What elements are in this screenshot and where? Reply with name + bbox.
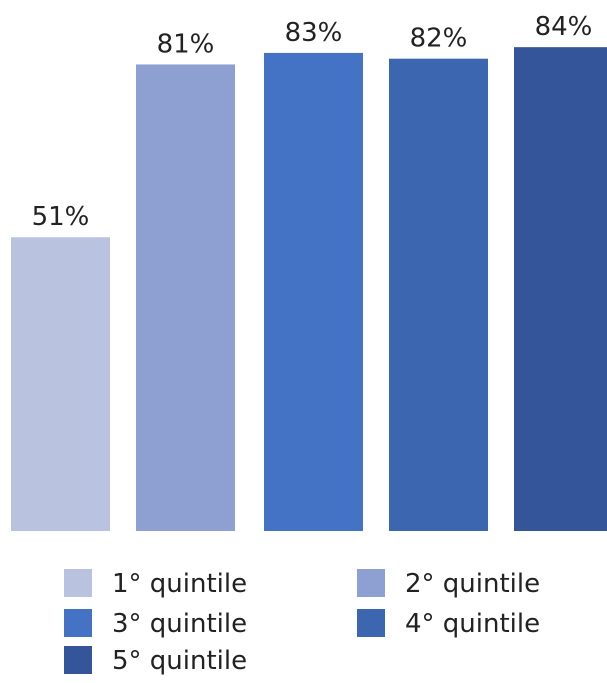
data-label-quintile-3: 83%: [285, 18, 343, 48]
legend-swatch-quintile-2: [357, 569, 385, 597]
data-label-quintile-2: 81%: [157, 29, 215, 59]
legend-swatch-quintile-1: [64, 569, 92, 597]
bar-quintile-5: [514, 47, 607, 531]
legend-item-quintile-3: 3° quintile: [64, 609, 247, 639]
legend-swatch-quintile-3: [64, 609, 92, 637]
legend-item-quintile-2: 2° quintile: [357, 569, 540, 599]
legend-item-quintile-5: 5° quintile: [64, 646, 247, 676]
data-label-quintile-1: 51%: [32, 202, 90, 232]
legend-label-quintile-1: 1° quintile: [112, 569, 247, 599]
data-label-quintile-4: 82%: [410, 24, 468, 54]
legend-label-quintile-4: 4° quintile: [405, 609, 540, 639]
bar-quintile-1: [11, 237, 110, 532]
legend: 1° quintile 2° quintile 3° quintile 4° quin…: [64, 569, 540, 676]
legend-item-quintile-1: 1° quintile: [64, 569, 247, 599]
legend-label-quintile-2: 2° quintile: [405, 569, 540, 599]
bar-quintile-2: [136, 64, 235, 531]
bar-quintile-3: [264, 52, 363, 532]
legend-item-quintile-4: 4° quintile: [357, 609, 540, 639]
data-label-quintile-5: 84%: [535, 12, 593, 42]
legend-label-quintile-3: 3° quintile: [112, 609, 247, 639]
bar-quintile-4: [389, 58, 488, 532]
bars-layer: [11, 47, 607, 532]
legend-swatch-quintile-5: [64, 646, 92, 674]
legend-swatch-quintile-4: [357, 609, 385, 637]
legend-label-quintile-5: 5° quintile: [112, 646, 247, 676]
data-labels-layer: 51% 81% 83% 82% 84%: [32, 12, 593, 232]
